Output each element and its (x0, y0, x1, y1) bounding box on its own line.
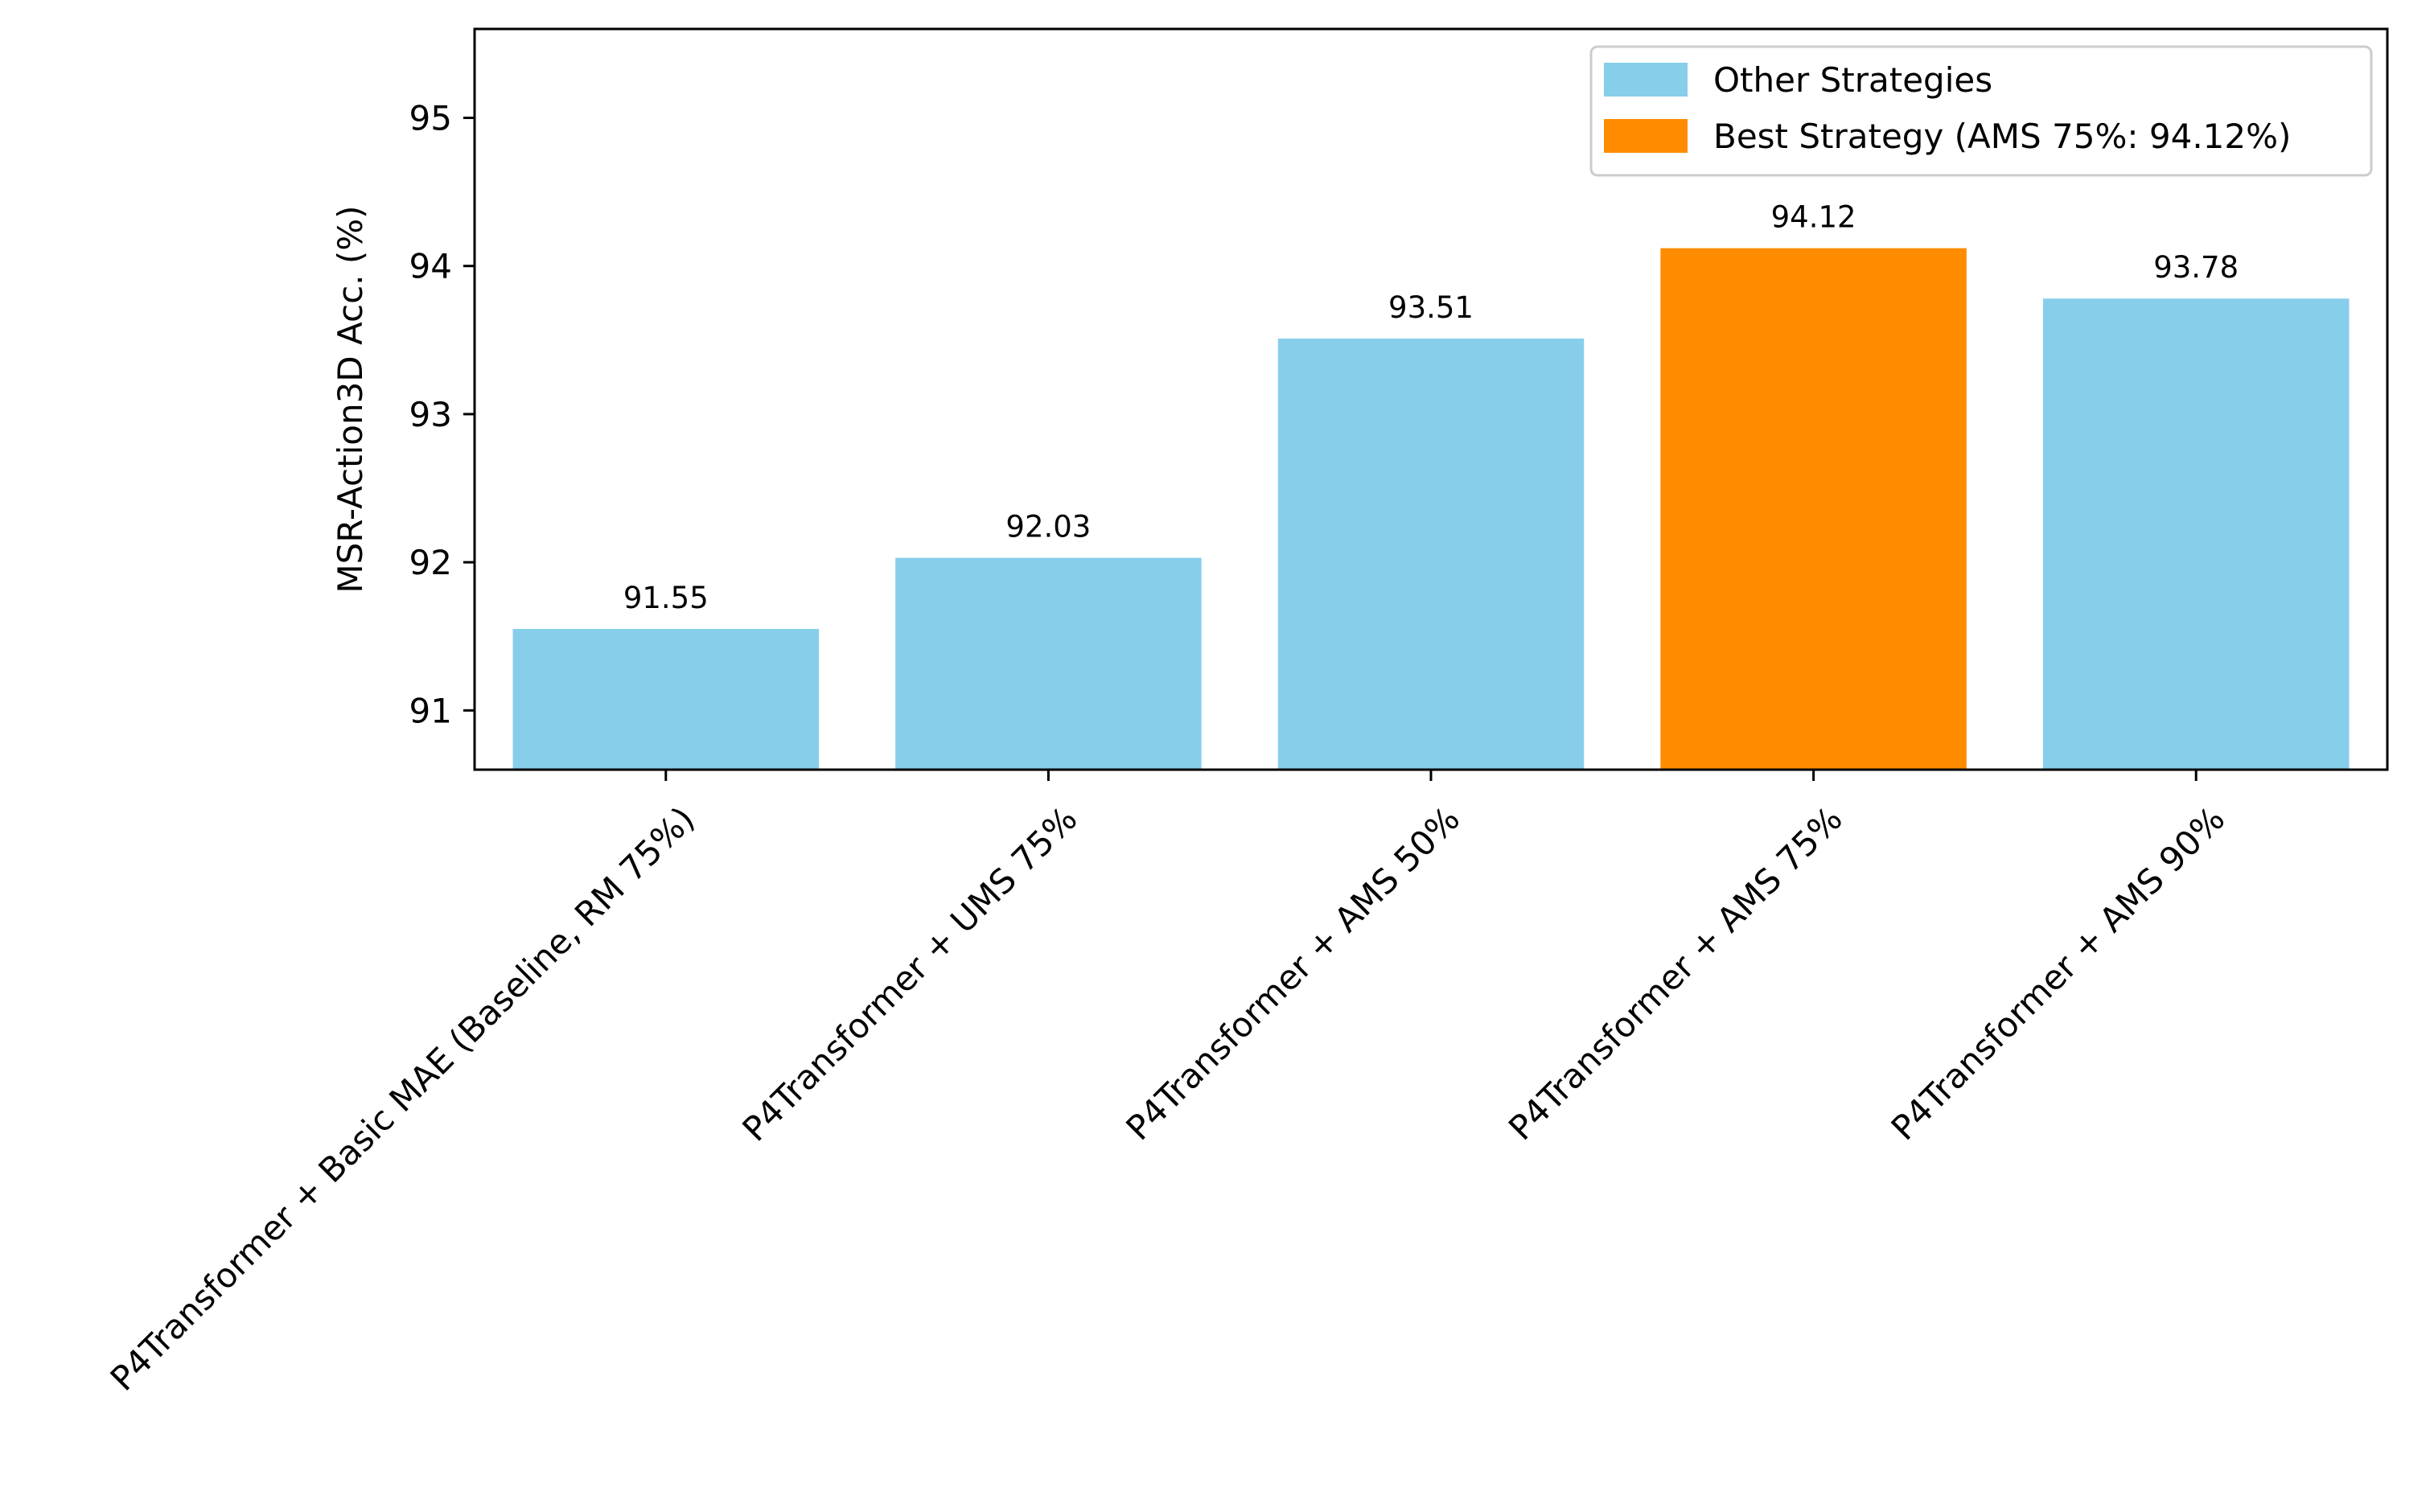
legend-label-other: Other Strategies (1713, 60, 1992, 100)
y-tick-label: 95 (409, 99, 452, 138)
bar-3 (1277, 338, 1585, 770)
y-axis: 91 92 93 94 95 (409, 99, 475, 730)
bars-layer (512, 248, 2350, 770)
x-tick-label: P4Transformer + AMS 50% (1118, 799, 1467, 1148)
legend: Other Strategies Best Strategy (AMS 75%: … (1589, 45, 2373, 177)
y-tick-label: 92 (409, 543, 452, 582)
legend-swatch-other (1604, 63, 1688, 97)
bar-value-label: 92.03 (1005, 510, 1091, 544)
legend-box (1589, 45, 2373, 177)
bar-1 (512, 629, 820, 770)
legend-swatch-best (1604, 119, 1688, 153)
y-tick-label: 91 (409, 691, 452, 730)
bar-value-label: 94.12 (1771, 200, 1856, 235)
x-tick-label: P4Transformer + AMS 90% (1884, 799, 2233, 1148)
y-axis-title: MSR-Action3D Acc. (%) (331, 205, 370, 593)
x-tick-label: P4Transformer + Basic MAE (Baseline, RM … (103, 799, 702, 1398)
bar-value-label: 93.51 (1388, 290, 1474, 325)
bar-5 (2042, 298, 2350, 770)
bar-value-label: 91.55 (623, 581, 709, 615)
bar-2 (895, 557, 1202, 770)
y-tick-label: 94 (409, 247, 452, 286)
x-tick-label: P4Transformer + UMS 75% (734, 799, 1084, 1148)
legend-label-best: Best Strategy (AMS 75%: 94.12%) (1713, 117, 2291, 156)
bar-value-label: 93.78 (2153, 250, 2239, 285)
x-axis: P4Transformer + Basic MAE (Baseline, RM … (103, 770, 2233, 1399)
y-tick-label: 93 (409, 395, 452, 434)
bar-labels-layer: 91.55 92.03 93.51 94.12 93.78 (623, 200, 2239, 615)
bar-4 (1660, 248, 1967, 770)
x-tick-label: P4Transformer + AMS 75% (1501, 799, 1850, 1148)
